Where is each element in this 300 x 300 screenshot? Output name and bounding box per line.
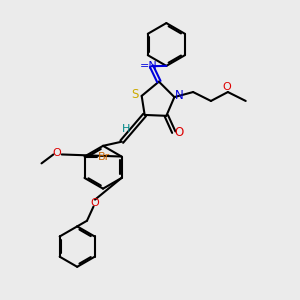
Text: H: H bbox=[122, 124, 130, 134]
Text: O: O bbox=[175, 126, 184, 139]
Text: S: S bbox=[131, 88, 139, 101]
Text: O: O bbox=[222, 82, 231, 92]
Text: Br: Br bbox=[98, 152, 110, 161]
Text: N: N bbox=[175, 89, 184, 102]
Text: O: O bbox=[52, 148, 61, 158]
Text: O: O bbox=[90, 198, 99, 208]
Text: =N: =N bbox=[140, 61, 158, 71]
